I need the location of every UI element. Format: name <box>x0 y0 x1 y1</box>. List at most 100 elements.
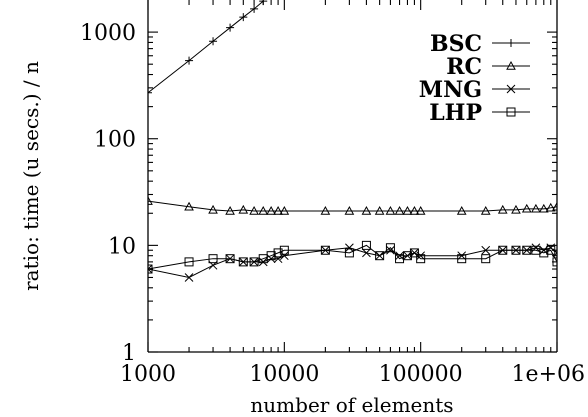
data-point <box>148 88 152 97</box>
data-point <box>375 251 385 261</box>
data-point <box>511 204 521 214</box>
data-point <box>344 248 354 258</box>
data-point <box>279 205 290 215</box>
data-point <box>521 203 532 213</box>
data-point <box>238 257 248 267</box>
data-point <box>249 205 259 215</box>
data-point <box>498 245 508 255</box>
data-point <box>345 243 354 253</box>
data-point <box>273 248 283 258</box>
data-point <box>531 203 541 213</box>
data-point <box>148 264 153 274</box>
data-point <box>511 245 521 255</box>
legend-item-bsc: BSC <box>430 31 530 57</box>
series-layer <box>148 0 557 282</box>
x-tick-label: 10000 <box>249 362 319 387</box>
legend-item-mng: MNG <box>419 77 530 103</box>
data-point <box>394 205 405 215</box>
series-line <box>148 0 264 94</box>
x-tick-label: 100000 <box>379 362 463 387</box>
x-tick-label: 1e+06 <box>512 362 585 387</box>
data-point <box>249 257 259 267</box>
data-point <box>208 254 218 264</box>
data-point <box>497 204 508 214</box>
data-point <box>273 205 283 215</box>
data-point <box>538 203 549 213</box>
data-point <box>506 60 516 70</box>
data-point <box>385 205 396 215</box>
legend-label: MNG <box>419 77 482 103</box>
data-point <box>184 273 194 282</box>
data-point <box>385 243 395 253</box>
legend-label: BSC <box>430 31 482 57</box>
y-axis-title: ratio: time (u secs.) / n <box>19 61 43 291</box>
data-point <box>374 205 385 215</box>
data-point <box>480 205 491 215</box>
y-tick-label: 100 <box>94 128 136 153</box>
series-line <box>148 244 557 270</box>
data-point <box>416 254 426 264</box>
data-point <box>457 254 467 264</box>
data-point <box>184 201 194 211</box>
data-point <box>539 248 549 258</box>
x-axis-title: number of elements <box>250 393 453 417</box>
data-point <box>481 254 491 264</box>
data-point <box>259 0 268 6</box>
series-line <box>148 200 557 212</box>
y-tick-label: 10 <box>108 234 136 259</box>
data-point <box>225 205 235 215</box>
data-point <box>507 39 515 47</box>
legend-label: RC <box>446 54 482 80</box>
data-point <box>456 205 467 215</box>
series-bsc <box>148 0 268 97</box>
data-point <box>239 13 248 22</box>
data-point <box>226 23 235 32</box>
data-point <box>545 202 556 212</box>
data-point <box>266 205 276 215</box>
data-point <box>266 251 276 261</box>
data-point <box>362 248 371 258</box>
data-point <box>225 254 235 264</box>
data-point <box>402 205 413 215</box>
series-rc <box>148 196 557 215</box>
data-point <box>238 204 249 214</box>
y-tick-label: 1 <box>122 341 136 366</box>
data-point <box>361 205 372 215</box>
data-point <box>344 205 355 215</box>
data-point <box>279 245 289 255</box>
data-point <box>148 264 153 274</box>
data-point <box>209 37 218 46</box>
legend-item-rc: RC <box>446 54 530 80</box>
data-point <box>415 205 426 215</box>
data-point <box>402 251 412 261</box>
data-point <box>552 201 557 211</box>
x-tick-label: 1000 <box>120 362 176 387</box>
data-point <box>409 205 420 215</box>
plot-frame <box>147 0 558 353</box>
data-point <box>506 84 516 94</box>
data-point <box>552 257 557 267</box>
data-point <box>546 245 556 255</box>
data-point <box>409 248 419 258</box>
legend-item-lhp: LHP <box>429 100 530 126</box>
data-point <box>320 245 330 255</box>
y-tick-label: 1000 <box>80 21 136 46</box>
data-point <box>386 245 395 255</box>
axis-ticks: 1000 10000 100000 1e+06 1 10 100 1000 <box>80 0 585 387</box>
data-point <box>361 240 371 250</box>
data-point <box>481 245 491 255</box>
data-point <box>506 107 516 117</box>
data-point <box>522 245 532 255</box>
data-point <box>148 196 153 205</box>
data-point <box>258 205 269 215</box>
legend-label: LHP <box>429 100 482 126</box>
data-point <box>208 204 218 214</box>
data-point <box>250 4 259 13</box>
data-point <box>395 251 404 261</box>
series-lhp <box>148 240 557 274</box>
data-point <box>320 205 331 215</box>
data-point <box>185 56 194 65</box>
data-point <box>184 257 194 267</box>
